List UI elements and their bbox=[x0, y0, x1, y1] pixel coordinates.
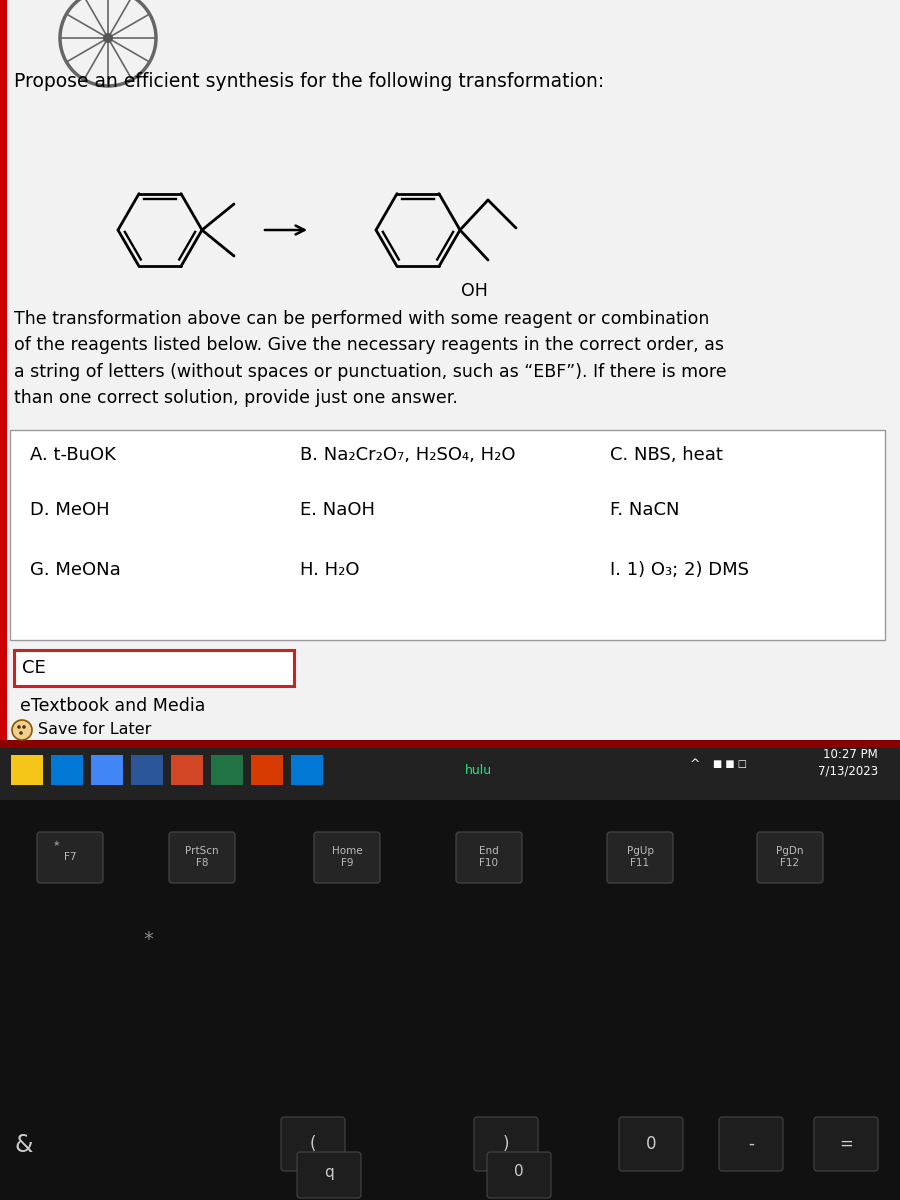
Text: 0: 0 bbox=[514, 1164, 524, 1180]
Text: A. t-BuOK: A. t-BuOK bbox=[30, 446, 116, 464]
Text: PgDn
F12: PgDn F12 bbox=[776, 846, 804, 868]
FancyBboxPatch shape bbox=[0, 0, 900, 745]
FancyBboxPatch shape bbox=[131, 755, 163, 785]
FancyBboxPatch shape bbox=[10, 430, 885, 640]
FancyBboxPatch shape bbox=[211, 755, 243, 785]
Text: q: q bbox=[324, 1164, 334, 1180]
FancyBboxPatch shape bbox=[291, 755, 323, 785]
Text: F7: F7 bbox=[64, 852, 76, 862]
FancyBboxPatch shape bbox=[11, 755, 43, 785]
Text: End
F10: End F10 bbox=[479, 846, 499, 868]
Text: PrtScn
F8: PrtScn F8 bbox=[185, 846, 219, 868]
FancyBboxPatch shape bbox=[0, 740, 900, 748]
FancyBboxPatch shape bbox=[169, 832, 235, 883]
Text: ★: ★ bbox=[52, 839, 59, 848]
Circle shape bbox=[103, 32, 113, 43]
Text: D. MeOH: D. MeOH bbox=[30, 502, 110, 518]
Text: =: = bbox=[839, 1135, 853, 1153]
FancyBboxPatch shape bbox=[297, 1152, 361, 1198]
FancyBboxPatch shape bbox=[0, 0, 900, 60]
Text: B. Na₂Cr₂O₇, H₂SO₄, H₂O: B. Na₂Cr₂O₇, H₂SO₄, H₂O bbox=[300, 446, 516, 464]
Text: ): ) bbox=[503, 1135, 509, 1153]
Text: Propose an efficient synthesis for the following transformation:: Propose an efficient synthesis for the f… bbox=[14, 72, 604, 91]
Text: eTextbook and Media: eTextbook and Media bbox=[20, 697, 205, 715]
FancyBboxPatch shape bbox=[251, 755, 283, 785]
Text: 0: 0 bbox=[646, 1135, 656, 1153]
Text: CE: CE bbox=[22, 659, 46, 677]
FancyBboxPatch shape bbox=[14, 650, 294, 686]
FancyBboxPatch shape bbox=[0, 800, 900, 1200]
Circle shape bbox=[17, 725, 21, 728]
Text: (: ( bbox=[310, 1135, 316, 1153]
Text: hulu: hulu bbox=[465, 763, 492, 776]
FancyBboxPatch shape bbox=[171, 755, 203, 785]
Text: OH: OH bbox=[461, 282, 488, 300]
FancyBboxPatch shape bbox=[281, 1117, 345, 1171]
FancyBboxPatch shape bbox=[474, 1117, 538, 1171]
Text: E. NaOH: E. NaOH bbox=[300, 502, 375, 518]
Text: 10:27 PM
7/13/2023: 10:27 PM 7/13/2023 bbox=[818, 748, 878, 778]
Text: G. MeONa: G. MeONa bbox=[30, 560, 121, 578]
Circle shape bbox=[22, 725, 26, 728]
Text: Save for Later: Save for Later bbox=[38, 722, 151, 738]
FancyBboxPatch shape bbox=[51, 755, 83, 785]
Text: C. NBS, heat: C. NBS, heat bbox=[610, 446, 723, 464]
FancyBboxPatch shape bbox=[37, 832, 103, 883]
Text: &: & bbox=[14, 1133, 32, 1157]
FancyBboxPatch shape bbox=[314, 832, 380, 883]
Text: The transformation above can be performed with some reagent or combination
of th: The transformation above can be performe… bbox=[14, 310, 726, 407]
FancyBboxPatch shape bbox=[91, 755, 123, 785]
Text: ^: ^ bbox=[690, 757, 700, 770]
Text: I. 1) O₃; 2) DMS: I. 1) O₃; 2) DMS bbox=[610, 560, 749, 578]
FancyBboxPatch shape bbox=[757, 832, 823, 883]
Circle shape bbox=[12, 720, 32, 740]
FancyBboxPatch shape bbox=[0, 745, 900, 800]
FancyBboxPatch shape bbox=[619, 1117, 683, 1171]
Text: Home
F9: Home F9 bbox=[332, 846, 363, 868]
FancyBboxPatch shape bbox=[456, 832, 522, 883]
Text: *: * bbox=[143, 930, 153, 949]
FancyBboxPatch shape bbox=[607, 832, 673, 883]
Text: PgUp
F11: PgUp F11 bbox=[626, 846, 653, 868]
FancyBboxPatch shape bbox=[719, 1117, 783, 1171]
Text: H. H₂O: H. H₂O bbox=[300, 560, 359, 578]
FancyBboxPatch shape bbox=[814, 1117, 878, 1171]
Text: ■ ■ □: ■ ■ □ bbox=[713, 758, 747, 769]
FancyBboxPatch shape bbox=[487, 1152, 551, 1198]
FancyBboxPatch shape bbox=[7, 0, 900, 745]
Text: -: - bbox=[748, 1135, 754, 1153]
FancyBboxPatch shape bbox=[0, 0, 7, 745]
Text: F. NaCN: F. NaCN bbox=[610, 502, 680, 518]
Circle shape bbox=[19, 731, 23, 734]
